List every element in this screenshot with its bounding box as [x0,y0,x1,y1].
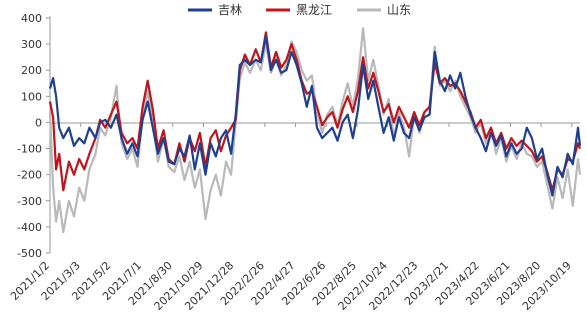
series-line-2 [48,27,582,234]
x-axis: 2021/1/22021/3/32021/5/22021/7/12021/8/3… [8,122,580,313]
legend: 吉林 黑龙江 山东 [188,3,411,17]
y-tick-label: -300 [17,195,42,208]
y-tick-label: 400 [21,12,42,25]
y-tick-label: -100 [17,143,42,156]
series-layer [48,27,582,234]
y-tick-label: -400 [17,221,42,234]
y-tick-label: 200 [21,64,42,77]
y-tick-label: 300 [21,38,42,51]
legend-label-1: 黑龙江 [296,3,332,17]
y-axis: 400 300 200 100 0 -100 -200 -300 -400 -500 [17,12,51,260]
legend-label-0: 吉林 [218,3,242,17]
y-tick-label: 0 [35,116,42,129]
legend-label-2: 山东 [387,3,411,17]
y-tick-label: 100 [21,90,42,103]
series-line-0 [48,35,582,197]
y-tick-label: -200 [17,169,42,182]
y-tick-label: -500 [17,247,42,260]
